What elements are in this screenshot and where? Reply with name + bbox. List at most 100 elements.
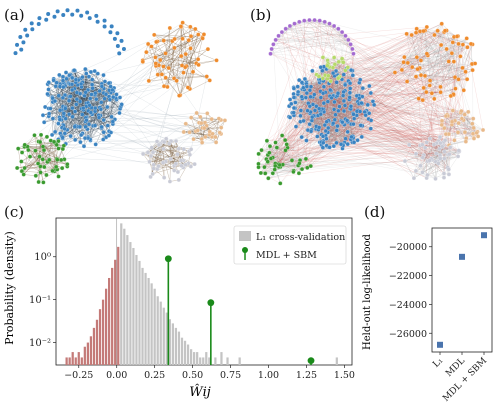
- network-edge: [453, 43, 459, 95]
- network-node: [474, 130, 479, 136]
- network-edge: [185, 123, 203, 143]
- network-edge: [24, 144, 62, 161]
- network-node: [109, 24, 114, 29]
- network-a-nodes: [13, 8, 228, 185]
- network-edge: [153, 168, 165, 178]
- network-edge: [314, 76, 328, 95]
- network-edge: [345, 35, 426, 76]
- network-edge: [180, 26, 191, 49]
- network-edge: [403, 62, 430, 86]
- network-node: [214, 58, 219, 63]
- network-edge: [337, 30, 424, 94]
- histogram-bar: [114, 259, 117, 365]
- network-edge: [336, 125, 363, 131]
- network-edge: [170, 141, 177, 160]
- network-edge: [357, 69, 473, 141]
- network-edge: [320, 68, 347, 114]
- network-node: [336, 76, 341, 81]
- histogram-bar: [98, 309, 102, 365]
- network-node: [439, 122, 444, 128]
- network-edge: [322, 112, 366, 148]
- network-edge: [423, 151, 459, 156]
- network-node: [58, 108, 63, 113]
- network-edge: [416, 57, 449, 62]
- network-edge: [419, 36, 455, 69]
- network-edge: [290, 99, 308, 111]
- network-edge: [309, 92, 351, 125]
- network-edge: [406, 33, 454, 95]
- network-edge: [345, 83, 353, 141]
- network-edge: [419, 67, 441, 87]
- network-node: [70, 105, 75, 111]
- histogram-bar: [126, 235, 129, 365]
- network-node: [325, 63, 330, 68]
- network-edge: [436, 143, 450, 155]
- network-edge: [424, 75, 441, 93]
- network-node: [351, 112, 356, 117]
- network-edge: [266, 140, 300, 164]
- network-edge: [423, 147, 451, 156]
- network-edge: [327, 34, 412, 61]
- network-edge: [310, 86, 452, 125]
- network-node: [351, 51, 356, 56]
- network-node: [96, 115, 102, 120]
- network-edge: [86, 108, 121, 121]
- network-edge: [419, 31, 456, 78]
- network-edge: [260, 163, 276, 174]
- histogram-bar: [80, 357, 83, 365]
- network-edge: [295, 82, 360, 127]
- network-edge: [322, 89, 331, 110]
- network-edge: [269, 152, 437, 154]
- network-edge: [415, 76, 465, 115]
- network-edge: [311, 101, 373, 130]
- network-edge: [314, 115, 342, 145]
- network-edge: [56, 144, 154, 165]
- network-node: [266, 176, 271, 181]
- network-edge: [270, 53, 337, 83]
- network-node: [43, 104, 48, 110]
- network-edge: [268, 171, 294, 179]
- network-node: [213, 140, 219, 145]
- network-edge: [276, 110, 308, 148]
- network-node: [340, 120, 345, 125]
- network-node: [470, 67, 475, 73]
- network-node: [70, 75, 75, 80]
- network-node: [334, 80, 339, 85]
- network-node: [183, 162, 188, 167]
- network-node: [181, 129, 186, 135]
- network-node: [89, 82, 95, 87]
- network-node: [111, 95, 116, 100]
- network-node: [411, 176, 417, 181]
- network-edge: [425, 61, 455, 148]
- network-node: [188, 164, 193, 169]
- network-node: [83, 66, 88, 72]
- network-edge: [48, 22, 183, 109]
- network-edge: [437, 30, 461, 57]
- network-node: [321, 140, 326, 145]
- network-node: [448, 145, 453, 150]
- network-edge: [413, 144, 435, 179]
- network-edge: [285, 28, 346, 37]
- network-edge: [275, 154, 449, 164]
- network-node: [146, 78, 151, 83]
- network-edge: [417, 30, 446, 70]
- network-edge: [169, 141, 172, 182]
- network-node: [163, 51, 168, 56]
- network-edge: [418, 44, 464, 99]
- network-edge: [341, 120, 441, 144]
- network-edge: [354, 30, 424, 119]
- network-node: [345, 118, 350, 123]
- network-edge: [327, 53, 452, 61]
- network-edge: [304, 20, 353, 50]
- network-edge: [270, 19, 315, 54]
- network-node: [73, 137, 78, 142]
- network-node: [333, 68, 339, 74]
- network-node: [421, 85, 426, 91]
- network-edge: [300, 121, 345, 143]
- network-edge: [345, 83, 430, 139]
- network-edge: [293, 88, 336, 115]
- network-edge: [448, 120, 456, 135]
- network-edge: [450, 47, 468, 97]
- network-edge: [427, 47, 468, 56]
